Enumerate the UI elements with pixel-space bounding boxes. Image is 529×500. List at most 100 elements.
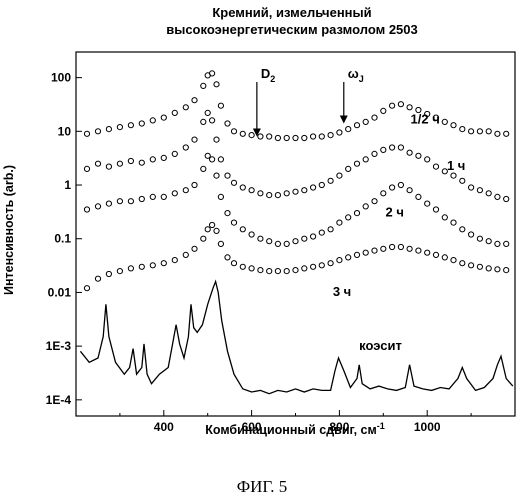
series-label-0: 1/2 ч [411, 111, 440, 126]
series-2-point [192, 182, 197, 187]
series-3-point [218, 241, 223, 246]
series-1-point [95, 161, 100, 166]
series-2-point [139, 196, 144, 201]
series-0-point [258, 134, 263, 139]
series-0-point [275, 135, 280, 140]
series-2-point [372, 199, 377, 204]
series-1-point [407, 150, 412, 155]
series-2-point [442, 215, 447, 220]
series-1-point [477, 188, 482, 193]
series-1-point [267, 193, 272, 198]
series-0-point [407, 105, 412, 110]
series-2-point [486, 239, 491, 244]
series-2-point [214, 173, 219, 178]
series-3-point [231, 261, 236, 266]
series-1-point [319, 182, 324, 187]
series-1-point [231, 180, 236, 185]
series-3-point [346, 255, 351, 260]
series-1-point [328, 178, 333, 183]
series-0-point [451, 123, 456, 128]
series-2-point [346, 215, 351, 220]
series-3-point [442, 255, 447, 260]
series-3-point [117, 269, 122, 274]
series-0-point [319, 134, 324, 139]
series-1-point [258, 191, 263, 196]
series-0-point [495, 131, 500, 136]
series-3-point [95, 276, 100, 281]
series-1-point [128, 158, 133, 163]
series-1-point [192, 137, 197, 142]
series-2-point [95, 204, 100, 209]
series-0-point [284, 135, 289, 140]
series-2-point [398, 182, 403, 187]
series-0-point [372, 115, 377, 120]
y-tick-label-0: 100 [51, 71, 71, 85]
chart-title: Кремний, измельченный высокоэнергетическ… [166, 5, 418, 37]
annotation-label-0: D2 [261, 66, 275, 84]
series-1-point [390, 145, 395, 150]
series-0-point [210, 71, 215, 76]
series-0-point [328, 133, 333, 138]
series-2-point [240, 227, 245, 232]
series-3-point [249, 266, 254, 271]
series-1-point [469, 185, 474, 190]
series-2-point [106, 201, 111, 206]
series-1-point [416, 153, 421, 158]
series-3-point [172, 258, 177, 263]
series-3-point [381, 246, 386, 251]
series-0-point [150, 118, 155, 123]
series-3-point [372, 248, 377, 253]
series-1-point [504, 196, 509, 201]
y-tick-label-5: 1E-3 [46, 339, 72, 353]
series-0-point [139, 121, 144, 126]
series-0-point [460, 127, 465, 132]
series-1-point [249, 188, 254, 193]
series-3-point [363, 250, 368, 255]
series-0-point [390, 103, 395, 108]
series-2-point [319, 230, 324, 235]
series-2-point [363, 204, 368, 209]
series-1-point [398, 145, 403, 150]
series-0-point [95, 129, 100, 134]
series-2-point [293, 239, 298, 244]
series-0-point [293, 135, 298, 140]
series-2-point [460, 227, 465, 232]
series-2-point [275, 241, 280, 246]
series-3-point [258, 268, 263, 273]
series-3-point [398, 244, 403, 249]
series-1-point [354, 161, 359, 166]
series-1-point [311, 185, 316, 190]
series-3-point [192, 246, 197, 251]
series-1-point [275, 193, 280, 198]
series-0-point [504, 131, 509, 136]
x-axis-label-superscript: -1 [377, 421, 385, 431]
series-3-point [225, 255, 230, 260]
series-3-point [416, 248, 421, 253]
series-2-point [407, 188, 412, 193]
series-3-point [183, 252, 188, 257]
series-1-point [284, 191, 289, 196]
y-tick-label-2: 1 [64, 178, 71, 192]
series-3-point [311, 264, 316, 269]
chart-title-line-1: Кремний, измельченный [212, 5, 371, 20]
series-0-point [214, 82, 219, 87]
series-3-point [504, 268, 509, 273]
series-3-point [460, 261, 465, 266]
series-3-point [210, 222, 215, 227]
series-1-point [433, 164, 438, 169]
series-1-point [425, 157, 430, 162]
series-1-point [210, 118, 215, 123]
series-3-point [139, 264, 144, 269]
series-1-point [381, 147, 386, 152]
series-1-point [486, 191, 491, 196]
series-label-1: 1 ч [447, 158, 465, 173]
series-1-point [201, 119, 206, 124]
series-2-point [84, 207, 89, 212]
x-axis-label-text: Комбинационный сдвиг, см [205, 423, 377, 437]
series-1-point [117, 161, 122, 166]
series-3-point [407, 246, 412, 251]
series-3-point [425, 250, 430, 255]
series-3-point [106, 271, 111, 276]
series-2-point [201, 166, 206, 171]
series-3-point [486, 266, 491, 271]
